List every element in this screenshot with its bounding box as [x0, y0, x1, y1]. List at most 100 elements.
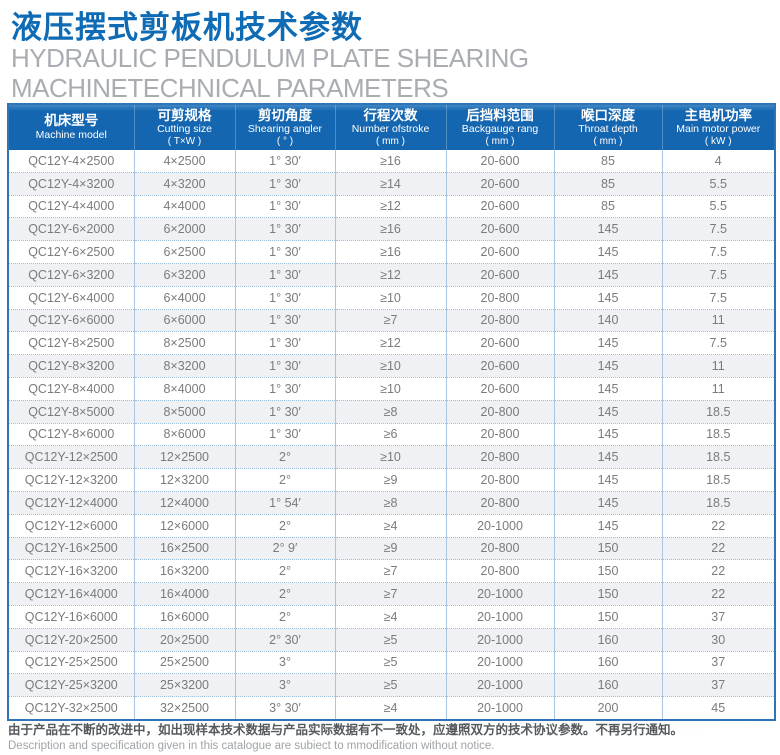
table-cell: 20-1000 — [445, 696, 554, 720]
column-header-en: Machine model — [35, 128, 107, 141]
table-cell: 20-1000 — [445, 604, 554, 629]
table-cell: 20-800 — [445, 536, 554, 560]
table-cell: 8×2500 — [133, 331, 235, 355]
table-cell: 20-600 — [445, 217, 554, 241]
table-row: QC12Y-6×2000 6×2000 1° 30′ ≥16 20-600 145 7.5 — [8, 217, 775, 241]
table-cell: 18.5 — [661, 445, 775, 469]
table-cell: QC12Y-20×2500 — [8, 627, 134, 652]
table-cell: QC12Y-12×2500 — [8, 445, 134, 469]
table-cell: 20-800 — [445, 285, 554, 310]
table-cell: ≥12 — [334, 194, 446, 218]
table-cell: 8×6000 — [133, 422, 235, 446]
table-row: QC12Y-8×2500 8×2500 1° 30′ ≥12 20-600 145 7.5 — [8, 331, 775, 355]
table-cell: QC12Y-8×6000 — [8, 422, 134, 446]
column-header: 可剪规格 Cutting size( T×W ) — [133, 104, 235, 150]
table-cell: 18.5 — [661, 422, 775, 446]
table-row: QC12Y-4×2500 4×2500 1° 30′ ≥16 20-600 85 4 — [8, 150, 775, 173]
table-cell: ≥7 — [334, 582, 446, 606]
table-cell: 140 — [553, 308, 662, 332]
table-cell: 6×6000 — [133, 308, 235, 332]
table-cell: ≥16 — [334, 240, 446, 264]
table-row: QC12Y-25×2500 25×2500 3° ≥5 20-1000 160 37 — [8, 650, 775, 674]
column-header-unit: ( mm ) — [485, 135, 515, 147]
column-header: 机床型号 Machine model — [8, 104, 134, 150]
table-row: QC12Y-12×4000 12×4000 1° 54′ ≥8 20-800 145 18.… — [8, 490, 775, 515]
table-cell: 1° 54′ — [234, 490, 335, 515]
column-header-cn: 喉口深度 — [581, 107, 635, 123]
table-cell: 20-800 — [445, 422, 554, 446]
table-row: QC12Y-16×6000 16×6000 2° ≥4 20-1000 150 37 — [8, 604, 775, 629]
table-cell: 2° — [234, 468, 335, 492]
table-cell: ≥10 — [334, 285, 446, 310]
spec-table: 机床型号 Machine model 可剪规格 Cutting size( T×W )… — [7, 103, 776, 721]
table-cell: 145 — [553, 331, 662, 355]
spec-table-body: QC12Y-4×2500 4×2500 1° 30′ ≥16 20-600 85 4 QC12… — [8, 150, 775, 720]
table-cell: 22 — [661, 559, 775, 583]
table-cell: 4×3200 — [133, 171, 235, 196]
table-cell: 5.5 — [661, 171, 775, 196]
table-cell: 12×6000 — [133, 513, 235, 538]
table-cell: 20-1000 — [445, 582, 554, 606]
column-header-cn: 剪切角度 — [258, 107, 312, 123]
column-header-cn: 行程次数 — [363, 107, 418, 123]
table-cell: 3° — [234, 673, 335, 697]
table-cell: ≥16 — [334, 217, 446, 241]
column-header-cn: 机床型号 — [44, 113, 99, 129]
table-cell: 145 — [553, 468, 662, 492]
table-cell: 20-600 — [445, 262, 554, 287]
table-cell: 25×3200 — [133, 673, 235, 697]
table-row: QC12Y-25×3200 25×3200 3° ≥5 20-1000 160 37 — [8, 673, 775, 697]
table-cell: 8×4000 — [133, 376, 235, 401]
table-cell: 20-600 — [445, 194, 554, 218]
table-row: QC12Y-6×2500 6×2500 1° 30′ ≥16 20-600 145 7.5 — [8, 240, 775, 264]
column-header: 主电机功率 Main motor power( kW ) — [661, 104, 775, 150]
table-cell: 30 — [661, 627, 775, 652]
column-header-en: Cutting size — [157, 123, 212, 136]
table-cell: 2° — [234, 582, 335, 606]
table-cell: 1° 30′ — [234, 240, 335, 264]
table-cell: 150 — [553, 582, 662, 606]
table-row: QC12Y-12×3200 12×3200 2° ≥9 20-800 145 18.5 — [8, 468, 775, 492]
table-cell: 20-600 — [445, 376, 554, 401]
table-cell: 2° — [234, 513, 335, 538]
table-cell: 1° 30′ — [234, 150, 335, 173]
table-cell: 7.5 — [661, 217, 775, 241]
table-cell: 37 — [661, 604, 775, 629]
table-row: QC12Y-8×5000 8×5000 1° 30′ ≥8 20-800 145 18.5 — [8, 399, 775, 424]
footer-note: 由于产品在不断的改进中，如出现样本技术数据与产品实际数据有不一致处，应遵照双方的… — [8, 723, 776, 753]
table-cell: QC12Y-32×2500 — [8, 696, 134, 720]
table-cell: 20-600 — [445, 354, 554, 378]
table-cell: 145 — [553, 490, 662, 515]
table-row: QC12Y-8×6000 8×6000 1° 30′ ≥6 20-800 145 18.5 — [8, 422, 775, 446]
table-cell: 1° 30′ — [234, 376, 335, 401]
table-row: QC12Y-20×2500 20×2500 2° 30′ ≥5 20-1000 160 30 — [8, 627, 775, 652]
table-row: QC12Y-16×4000 16×4000 2° ≥7 20-1000 150 22 — [8, 582, 775, 606]
table-cell: 2° — [234, 604, 335, 629]
table-cell: 85 — [553, 171, 662, 196]
table-cell: 7.5 — [661, 262, 775, 287]
table-cell: QC12Y-4×4000 — [8, 194, 134, 218]
table-cell: 6×2000 — [133, 217, 235, 241]
table-cell: ≥10 — [334, 445, 446, 469]
table-cell: 20-800 — [445, 399, 554, 424]
table-cell: 20-800 — [445, 559, 554, 583]
table-cell: ≥5 — [334, 673, 446, 697]
table-cell: 6×4000 — [133, 285, 235, 310]
column-header-unit: ( ° ) — [276, 135, 294, 147]
column-header: 行程次数 Number ofstroke( mm ) — [334, 104, 446, 150]
table-row: QC12Y-16×2500 16×2500 2° 9′ ≥9 20-800 150 22 — [8, 536, 775, 560]
table-cell: 2° 30′ — [234, 627, 335, 652]
table-cell: 20-600 — [445, 150, 554, 173]
table-cell: 18.5 — [661, 468, 775, 492]
table-cell: ≥16 — [334, 150, 446, 173]
table-cell: QC12Y-12×3200 — [8, 468, 134, 492]
table-cell: ≥4 — [334, 604, 446, 629]
table-row: QC12Y-4×3200 4×3200 1° 30′ ≥14 20-600 85 5.5 — [8, 171, 775, 196]
table-cell: QC12Y-6×2500 — [8, 240, 134, 264]
table-cell: 145 — [553, 445, 662, 469]
table-cell: QC12Y-16×2500 — [8, 536, 134, 560]
table-cell: ≥7 — [334, 308, 446, 332]
table-row: QC12Y-6×6000 6×6000 1° 30′ ≥7 20-800 140 11 — [8, 308, 775, 332]
table-cell: 20×2500 — [133, 627, 235, 652]
table-cell: 6×3200 — [133, 262, 235, 287]
